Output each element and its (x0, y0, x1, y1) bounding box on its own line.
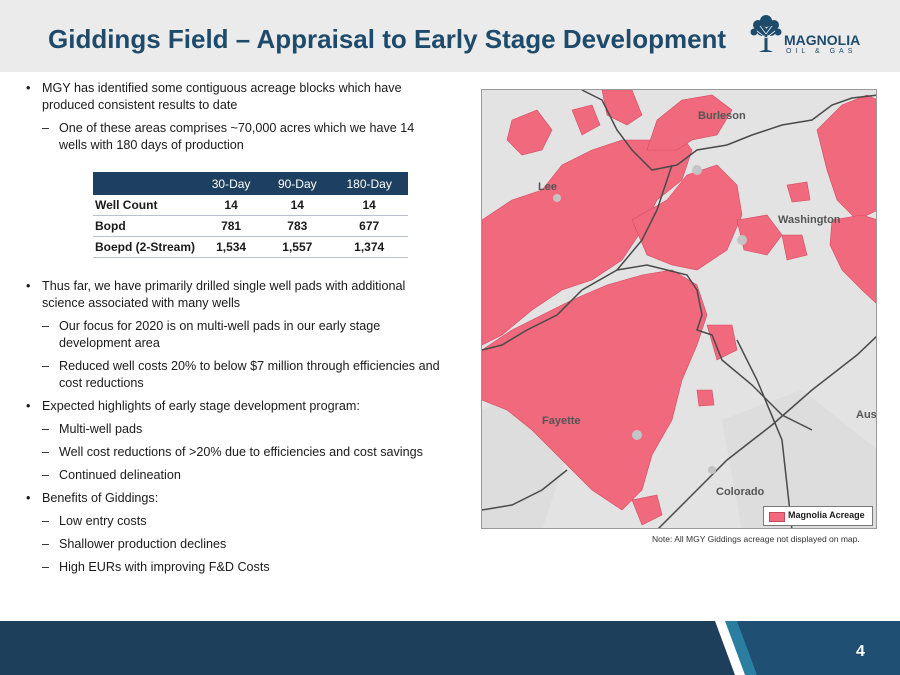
sub-bullet-item: Shallower production declines (20, 536, 445, 553)
acreage-map: Burleson Lee Washington Fayette Aus Colo… (481, 89, 877, 529)
tree-logo-icon (750, 15, 782, 52)
company-logo: MAGNOLIA OIL & GAS (748, 12, 876, 62)
table-header-cell (93, 172, 198, 195)
county-label-colorado: Colorado (716, 486, 765, 498)
table-cell: 1,374 (330, 236, 408, 258)
header-bar (0, 0, 900, 72)
table-cell: 677 (330, 215, 408, 237)
bullet-item: MGY has identified some contiguous acrea… (20, 80, 445, 114)
table-header-cell: 180-Day (330, 172, 408, 195)
table-cell: 1,534 (198, 236, 265, 258)
sub-bullet-item: Multi-well pads (20, 421, 445, 438)
county-label-fayette: Fayette (542, 415, 581, 427)
production-table: 30-Day 90-Day 180-Day Well Count 14 14 1… (93, 172, 408, 258)
table-cell: 1,557 (264, 236, 331, 258)
logo-subtitle: OIL & GAS (786, 48, 857, 55)
sub-bullet-item: Our focus for 2020 is on multi-well pads… (20, 318, 445, 352)
legend-label: Magnolia Acreage (788, 510, 865, 520)
page-number: 4 (856, 643, 865, 660)
bullet-list: MGY has identified some contiguous acrea… (20, 80, 445, 582)
table-row: Bopd 781 783 677 (93, 215, 408, 237)
sub-bullet-item: Low entry costs (20, 513, 445, 530)
table-header-cell: 90-Day (264, 172, 331, 195)
map-legend: Magnolia Acreage (763, 506, 873, 526)
map-note: Note: All MGY Giddings acreage not displ… (652, 534, 860, 544)
county-label-lee: Lee (538, 181, 557, 193)
town-markers (553, 165, 747, 474)
sub-bullet-item: One of these areas comprises ~70,000 acr… (20, 120, 445, 154)
county-label-washington: Washington (778, 214, 841, 226)
bullet-item: Expected highlights of early stage devel… (20, 398, 445, 415)
row-label: Bopd (93, 215, 198, 237)
table-cell: 14 (330, 195, 408, 216)
table-cell: 783 (264, 215, 331, 237)
table-row: Boepd (2-Stream) 1,534 1,557 1,374 (93, 236, 408, 258)
row-label: Boepd (2-Stream) (93, 236, 198, 258)
county-lines (482, 90, 876, 528)
legend-swatch (769, 512, 785, 522)
logo-wordmark: MAGNOLIA (784, 32, 861, 48)
table-header-cell: 30-Day (198, 172, 265, 195)
table-cell: 14 (198, 195, 265, 216)
table-cell: 781 (198, 215, 265, 237)
sub-bullet-item: Continued delineation (20, 467, 445, 484)
table-header-row: 30-Day 90-Day 180-Day (93, 172, 408, 195)
table-row: Well Count 14 14 14 (93, 195, 408, 216)
county-label-burleson: Burleson (698, 110, 746, 122)
sub-bullet-item: Well cost reductions of >20% due to effi… (20, 444, 445, 461)
page-title: Giddings Field – Appraisal to Early Stag… (48, 24, 727, 54)
bullet-item: Thus far, we have primarily drilled sing… (20, 278, 445, 312)
row-label: Well Count (93, 195, 198, 216)
table-cell: 14 (264, 195, 331, 216)
county-label-austin: Aus (856, 409, 877, 421)
sub-bullet-item: Reduced well costs 20% to below $7 milli… (20, 358, 445, 392)
footer-accent-shape (715, 621, 900, 675)
map-canvas (482, 90, 876, 528)
bullet-item: Benefits of Giddings: (20, 490, 445, 507)
sub-bullet-item: High EURs with improving F&D Costs (20, 559, 445, 576)
acreage-fill (482, 90, 876, 526)
